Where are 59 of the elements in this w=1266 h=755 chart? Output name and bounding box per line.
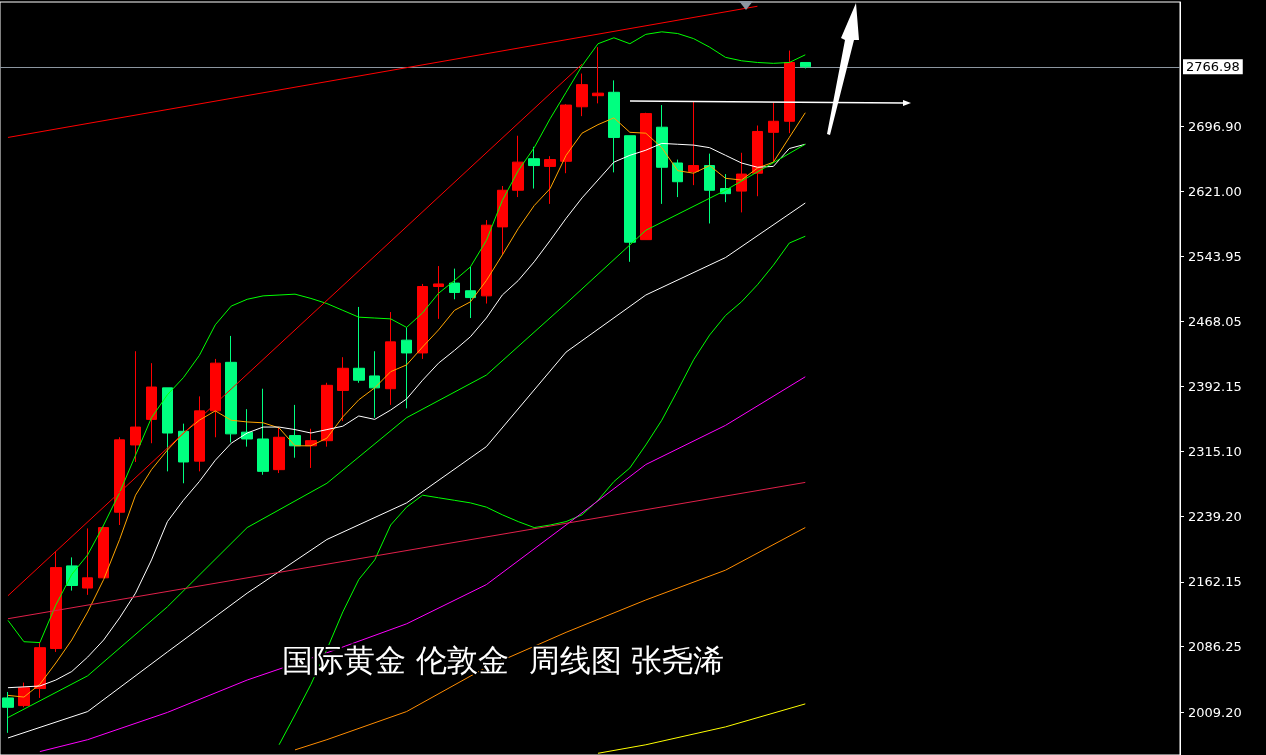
candlestick xyxy=(146,362,157,444)
line-series xyxy=(7,31,806,644)
candlestick xyxy=(624,135,636,263)
candlestick xyxy=(512,135,524,198)
candlestick xyxy=(114,436,125,526)
candlestick xyxy=(385,311,396,406)
y-tick-label: 2543.95 xyxy=(1188,249,1242,265)
candlestick xyxy=(2,691,14,734)
candlestick xyxy=(465,266,476,319)
line-series xyxy=(597,703,806,754)
candlestick xyxy=(194,395,205,472)
candlestick xyxy=(433,265,444,320)
candlestick xyxy=(401,326,412,409)
candlestick xyxy=(592,46,604,104)
candlestick xyxy=(768,102,779,162)
candlestick xyxy=(704,153,715,224)
candlestick xyxy=(481,219,492,305)
candlestick xyxy=(18,682,30,708)
candlestick xyxy=(178,423,189,484)
y-tick-label: 2392.15 xyxy=(1188,378,1242,394)
y-tick-label: 2239.20 xyxy=(1188,508,1242,524)
candlestick xyxy=(337,356,349,422)
candlestick xyxy=(321,382,333,448)
candlestick xyxy=(369,350,380,419)
candlestick xyxy=(576,73,588,117)
candlestick xyxy=(82,527,93,596)
candlestick xyxy=(656,104,668,205)
candlestick xyxy=(257,388,269,476)
candlestick xyxy=(640,112,652,241)
candlestick xyxy=(752,125,763,197)
candlestick xyxy=(608,79,620,173)
candlestick xyxy=(162,387,173,472)
candlestick xyxy=(784,50,795,134)
y-tick-label: 2315.10 xyxy=(1188,444,1242,460)
y-tick-label: 2696.90 xyxy=(1188,118,1242,134)
y-tick-label: 2086.25 xyxy=(1188,639,1242,655)
candlestick xyxy=(417,283,428,360)
candlestick xyxy=(672,159,683,198)
candlestick xyxy=(273,427,285,474)
candlestick xyxy=(449,268,460,300)
candlestick xyxy=(800,61,811,69)
y-tick-label: 2621.00 xyxy=(1188,183,1242,199)
ref-line-label: 2766.98 xyxy=(1186,59,1240,75)
candlestick xyxy=(497,185,508,255)
y-tick-label: 2009.20 xyxy=(1188,704,1242,720)
y-tick-label: 2162.15 xyxy=(1188,574,1242,590)
candlestick xyxy=(34,642,46,699)
candlestick xyxy=(130,350,141,463)
candlestick xyxy=(210,358,221,438)
candlestick xyxy=(560,103,572,174)
candlestick xyxy=(289,404,301,459)
candlestick xyxy=(688,101,699,186)
candlestick xyxy=(98,526,109,579)
y-tick-label: 2468.05 xyxy=(1188,313,1242,329)
line-series xyxy=(278,235,806,746)
candlestick xyxy=(544,155,556,205)
line-series xyxy=(39,376,806,753)
candlestick xyxy=(225,335,237,443)
candlestick xyxy=(353,306,365,384)
